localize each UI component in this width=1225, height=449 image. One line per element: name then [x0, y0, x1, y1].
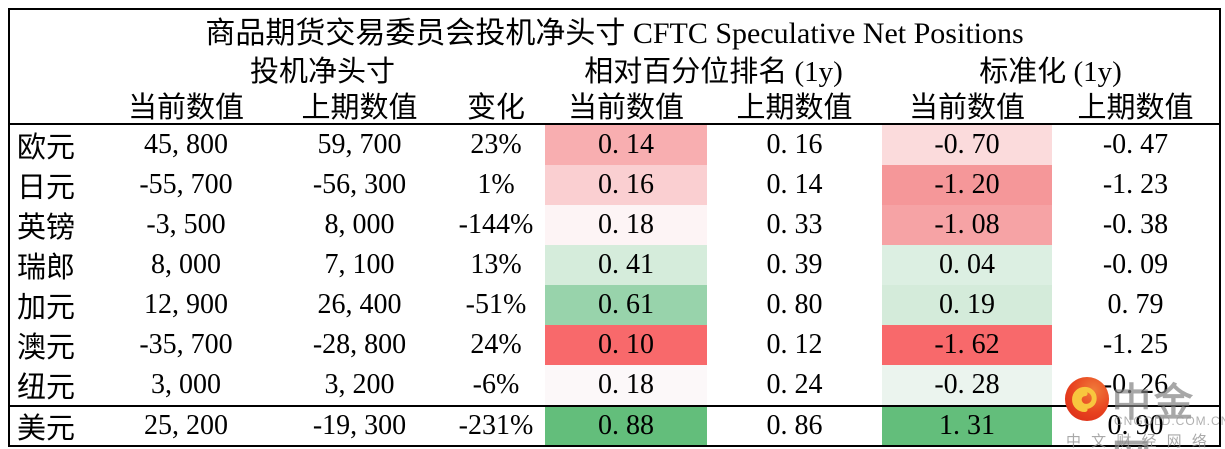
row-label-eur: 欧元: [17, 132, 76, 164]
cell-jpy-std-current: -1. 20: [882, 165, 1052, 205]
group-header-standardized: 标准化 (1y): [979, 55, 1122, 88]
cell-cad-spec-previous: 26, 400: [317, 289, 402, 320]
group-header-spec-net: 投机净头寸: [249, 55, 395, 88]
col-header-spec-current: 当前数值: [100, 87, 272, 125]
cell-eur-std-previous: -0. 47: [1102, 129, 1169, 160]
cell-nzd-pct-previous: 0. 24: [766, 369, 823, 400]
row-label-gbp: 英镑: [17, 212, 76, 244]
cell-chf-std-current: 0. 04: [882, 245, 1052, 285]
cell-jpy-pct-current: 0. 16: [545, 165, 707, 205]
cell-gbp-std-previous: -0. 38: [1102, 209, 1169, 240]
cell-eur-change: 23%: [470, 129, 522, 160]
col-header-spec-previous: 上期数值: [272, 87, 447, 125]
cell-chf-spec-current: 8, 000: [151, 249, 221, 280]
cell-jpy-change: 1%: [477, 169, 515, 200]
cell-usd-pct-current: 0. 88: [545, 405, 707, 445]
cell-gbp-pct-current: 0. 18: [545, 205, 707, 245]
cell-aud-change: 24%: [470, 329, 522, 360]
group-header-spacer: [10, 50, 100, 87]
col-header-spacer: [10, 87, 100, 125]
cell-aud-spec-previous: -28, 800: [312, 329, 407, 360]
cell-aud-std-current: -1. 62: [882, 325, 1052, 365]
row-label-jpy: 日元: [17, 172, 76, 204]
cell-eur-spec-current: 45, 800: [144, 129, 228, 160]
cell-chf-change: 13%: [470, 249, 522, 280]
col-header-pct-current: 当前数值: [545, 87, 707, 125]
cell-usd-std-current: 1. 31: [882, 405, 1052, 445]
cell-aud-pct-current: 0. 10: [545, 325, 707, 365]
cell-usd-pct-previous: 0. 86: [707, 405, 882, 445]
cell-eur-std-current: -0. 70: [882, 125, 1052, 165]
row-label-usd: 美元: [10, 405, 100, 445]
cell-gbp-pct-previous: 0. 33: [766, 209, 823, 240]
cell-usd-std-previous: 0. 90: [1052, 405, 1219, 445]
cell-usd-change: -231%: [447, 405, 545, 445]
cell-eur-pct-previous: 0. 16: [766, 129, 823, 160]
cell-jpy-std-previous: -1. 23: [1102, 169, 1169, 200]
cell-usd-spec-previous: -19, 300: [272, 405, 447, 445]
cell-cad-pct-previous: 0. 80: [766, 289, 823, 320]
cell-nzd-spec-current: 3, 000: [151, 369, 221, 400]
cell-chf-pct-current: 0. 41: [545, 245, 707, 285]
cell-nzd-std-current: -0. 28: [882, 365, 1052, 405]
row-label-nzd: 纽元: [17, 372, 76, 404]
cell-aud-std-previous: -1. 25: [1102, 329, 1169, 360]
cell-nzd-pct-current: 0. 18: [545, 365, 707, 405]
cell-chf-spec-previous: 7, 100: [324, 249, 395, 280]
cell-chf-std-previous: -0. 09: [1102, 249, 1169, 280]
row-label-cad: 加元: [17, 292, 76, 324]
cell-gbp-std-current: -1. 08: [882, 205, 1052, 245]
cell-nzd-spec-previous: 3, 200: [324, 369, 395, 400]
cell-jpy-pct-previous: 0. 14: [766, 169, 823, 200]
cell-nzd-change: -6%: [472, 369, 520, 400]
col-header-pct-previous: 上期数值: [707, 87, 882, 125]
cell-cad-pct-current: 0. 61: [545, 285, 707, 325]
cell-aud-pct-previous: 0. 12: [766, 329, 823, 360]
cell-gbp-change: -144%: [458, 209, 534, 240]
col-header-change: 变化: [447, 87, 545, 125]
cell-eur-pct-current: 0. 14: [545, 125, 707, 165]
cell-cad-spec-current: 12, 900: [144, 289, 228, 320]
cell-eur-spec-previous: 59, 700: [317, 129, 402, 160]
table-title: 商品期货交易委员会投机净头寸 CFTC Speculative Net Posi…: [205, 17, 1024, 50]
row-label-chf: 瑞郎: [17, 252, 76, 284]
cell-gbp-spec-previous: 8, 000: [324, 209, 395, 240]
cell-nzd-std-previous: -0. 26: [1102, 369, 1169, 400]
cell-aud-spec-current: -35, 700: [139, 329, 233, 360]
group-header-percentile: 相对百分位排名 (1y): [584, 55, 843, 88]
cftc-table: 商品期货交易委员会投机净头寸 CFTC Speculative Net Posi…: [8, 8, 1221, 447]
cell-usd-spec-current: 25, 200: [100, 405, 272, 445]
cell-cad-std-current: 0. 19: [882, 285, 1052, 325]
cell-jpy-spec-current: -55, 700: [139, 169, 233, 200]
col-header-std-previous: 上期数值: [1052, 87, 1219, 125]
cell-cad-change: -51%: [465, 289, 527, 320]
cell-cad-std-previous: 0. 79: [1107, 289, 1164, 320]
row-label-aud: 澳元: [17, 332, 76, 364]
cell-chf-pct-previous: 0. 39: [766, 249, 823, 280]
col-header-std-current: 当前数值: [882, 87, 1052, 125]
cell-jpy-spec-previous: -56, 300: [312, 169, 407, 200]
cell-gbp-spec-current: -3, 500: [146, 209, 226, 240]
